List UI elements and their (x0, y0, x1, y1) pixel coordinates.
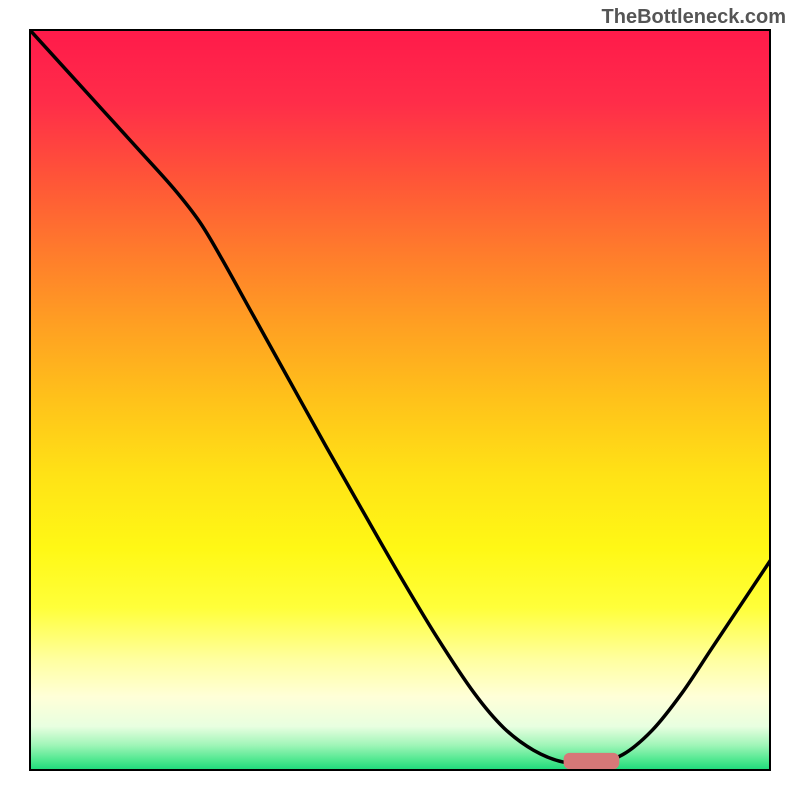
curve-layer (29, 29, 771, 771)
plot-area (29, 29, 771, 771)
optimal-marker (564, 753, 620, 769)
chart-container: TheBottleneck.com (0, 0, 800, 800)
bottleneck-curve (29, 29, 771, 764)
watermark-text: TheBottleneck.com (602, 6, 786, 29)
